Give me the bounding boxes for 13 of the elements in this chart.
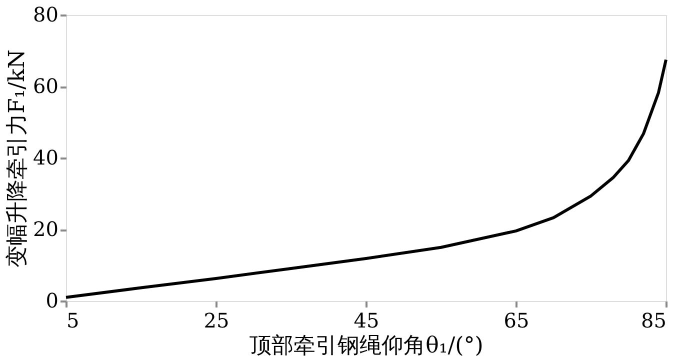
x-tick-label: 65 [504, 308, 530, 332]
x-tick-label: 5 [66, 308, 80, 332]
y-tick-label: 20 [33, 217, 58, 241]
x-tick-label: 45 [354, 308, 380, 332]
line-series [64, 58, 668, 299]
x-axis-title: 顶部牵引钢绳仰角θ₁/(°) [250, 334, 484, 358]
y-tick-label: 0 [46, 288, 58, 312]
y-tick-label: 40 [33, 146, 58, 170]
y-axis-title: 变幅升降牵引力F₁/kN [5, 49, 30, 268]
x-tick-label: 85 [641, 308, 666, 332]
y-tick-label: 80 [33, 2, 58, 26]
y-tick-label: 60 [33, 74, 58, 98]
x-tick-label: 25 [204, 308, 230, 332]
